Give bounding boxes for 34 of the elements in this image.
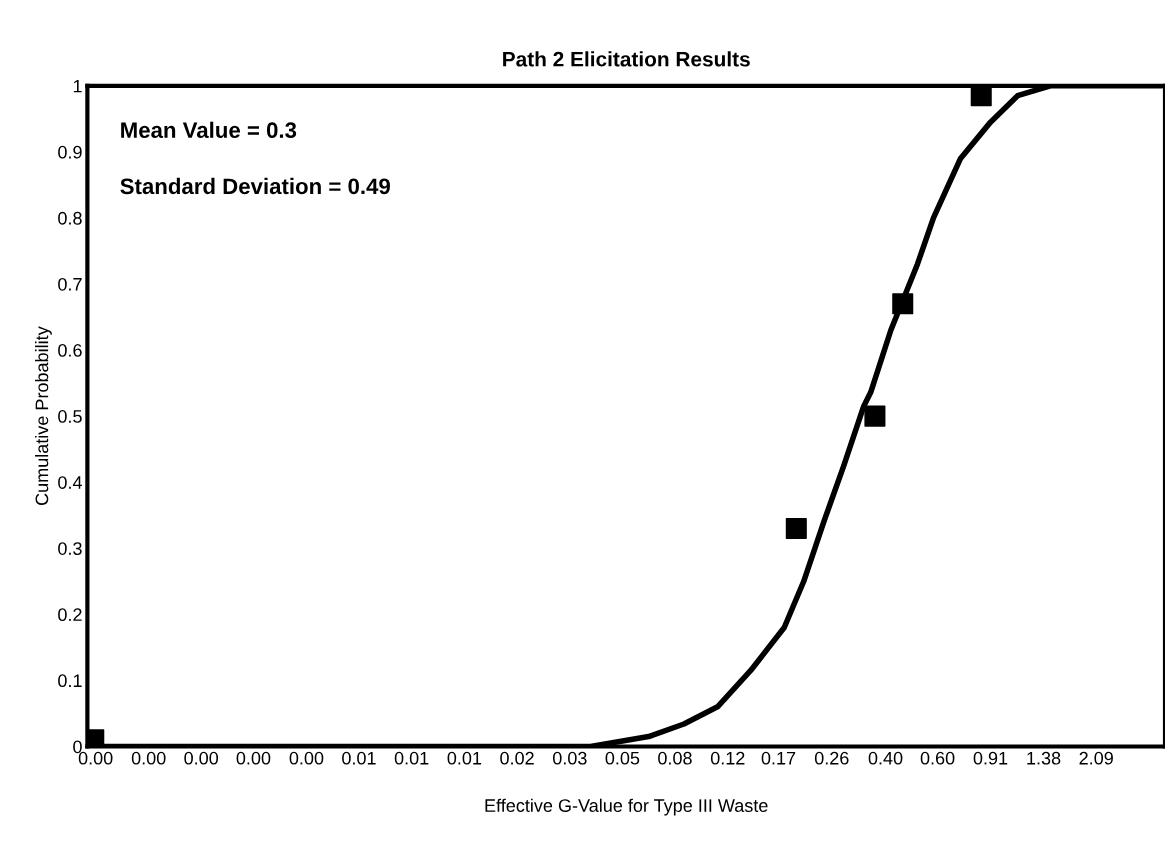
x-axis-title: Effective G-Value for Type III Waste <box>485 798 768 816</box>
x-tick-label: 0.05 <box>605 751 640 765</box>
y-tick-label: 0.4 <box>58 476 82 489</box>
y-tick-label: 0.8 <box>58 211 82 225</box>
x-tick-label: 0.08 <box>658 751 692 765</box>
x-tick-label: 0.17 <box>761 751 796 765</box>
annotation: Mean Value = 0.3 <box>121 121 297 139</box>
chart-title: Path 2 Elicitation Results <box>503 51 750 67</box>
y-tick-label: 0.2 <box>58 608 82 622</box>
x-tick-label: 0.60 <box>920 751 955 765</box>
x-tick-label: 1.38 <box>1027 751 1061 765</box>
y-tick-label: 0.7 <box>58 277 82 291</box>
x-tick-label: 0.00 <box>131 751 166 765</box>
y-tick-label: 0.6 <box>58 344 82 357</box>
y-tick-label: 1 <box>73 79 82 93</box>
y-tick-label: 0.5 <box>58 410 82 423</box>
x-tick-label: 0.03 <box>552 751 587 765</box>
x-tick-label: 0.01 <box>342 751 376 765</box>
y-tick-label: 0.1 <box>58 674 82 688</box>
y-tick-label: 0.9 <box>58 145 82 159</box>
y-tick-label: 0.3 <box>58 542 82 555</box>
x-tick-label: 0.00 <box>236 751 271 765</box>
x-tick-label: 0.00 <box>184 751 219 765</box>
y-axis-title: Cumulative Probability <box>35 326 52 506</box>
x-tick-label: 0.40 <box>868 751 903 765</box>
x-tick-label: 0.02 <box>500 751 534 765</box>
x-tick-label: 2.09 <box>1079 751 1113 765</box>
x-tick-label: 0.26 <box>814 751 849 765</box>
x-tick-label: 0.01 <box>447 751 482 765</box>
x-tick-label: 0.01 <box>394 751 429 765</box>
annotation: Standard Deviation = 0.49 <box>120 177 390 195</box>
x-tick-label: 0.91 <box>973 751 1008 765</box>
x-tick-label: 0.00 <box>289 751 324 765</box>
x-tick-label: 0.12 <box>710 751 745 765</box>
